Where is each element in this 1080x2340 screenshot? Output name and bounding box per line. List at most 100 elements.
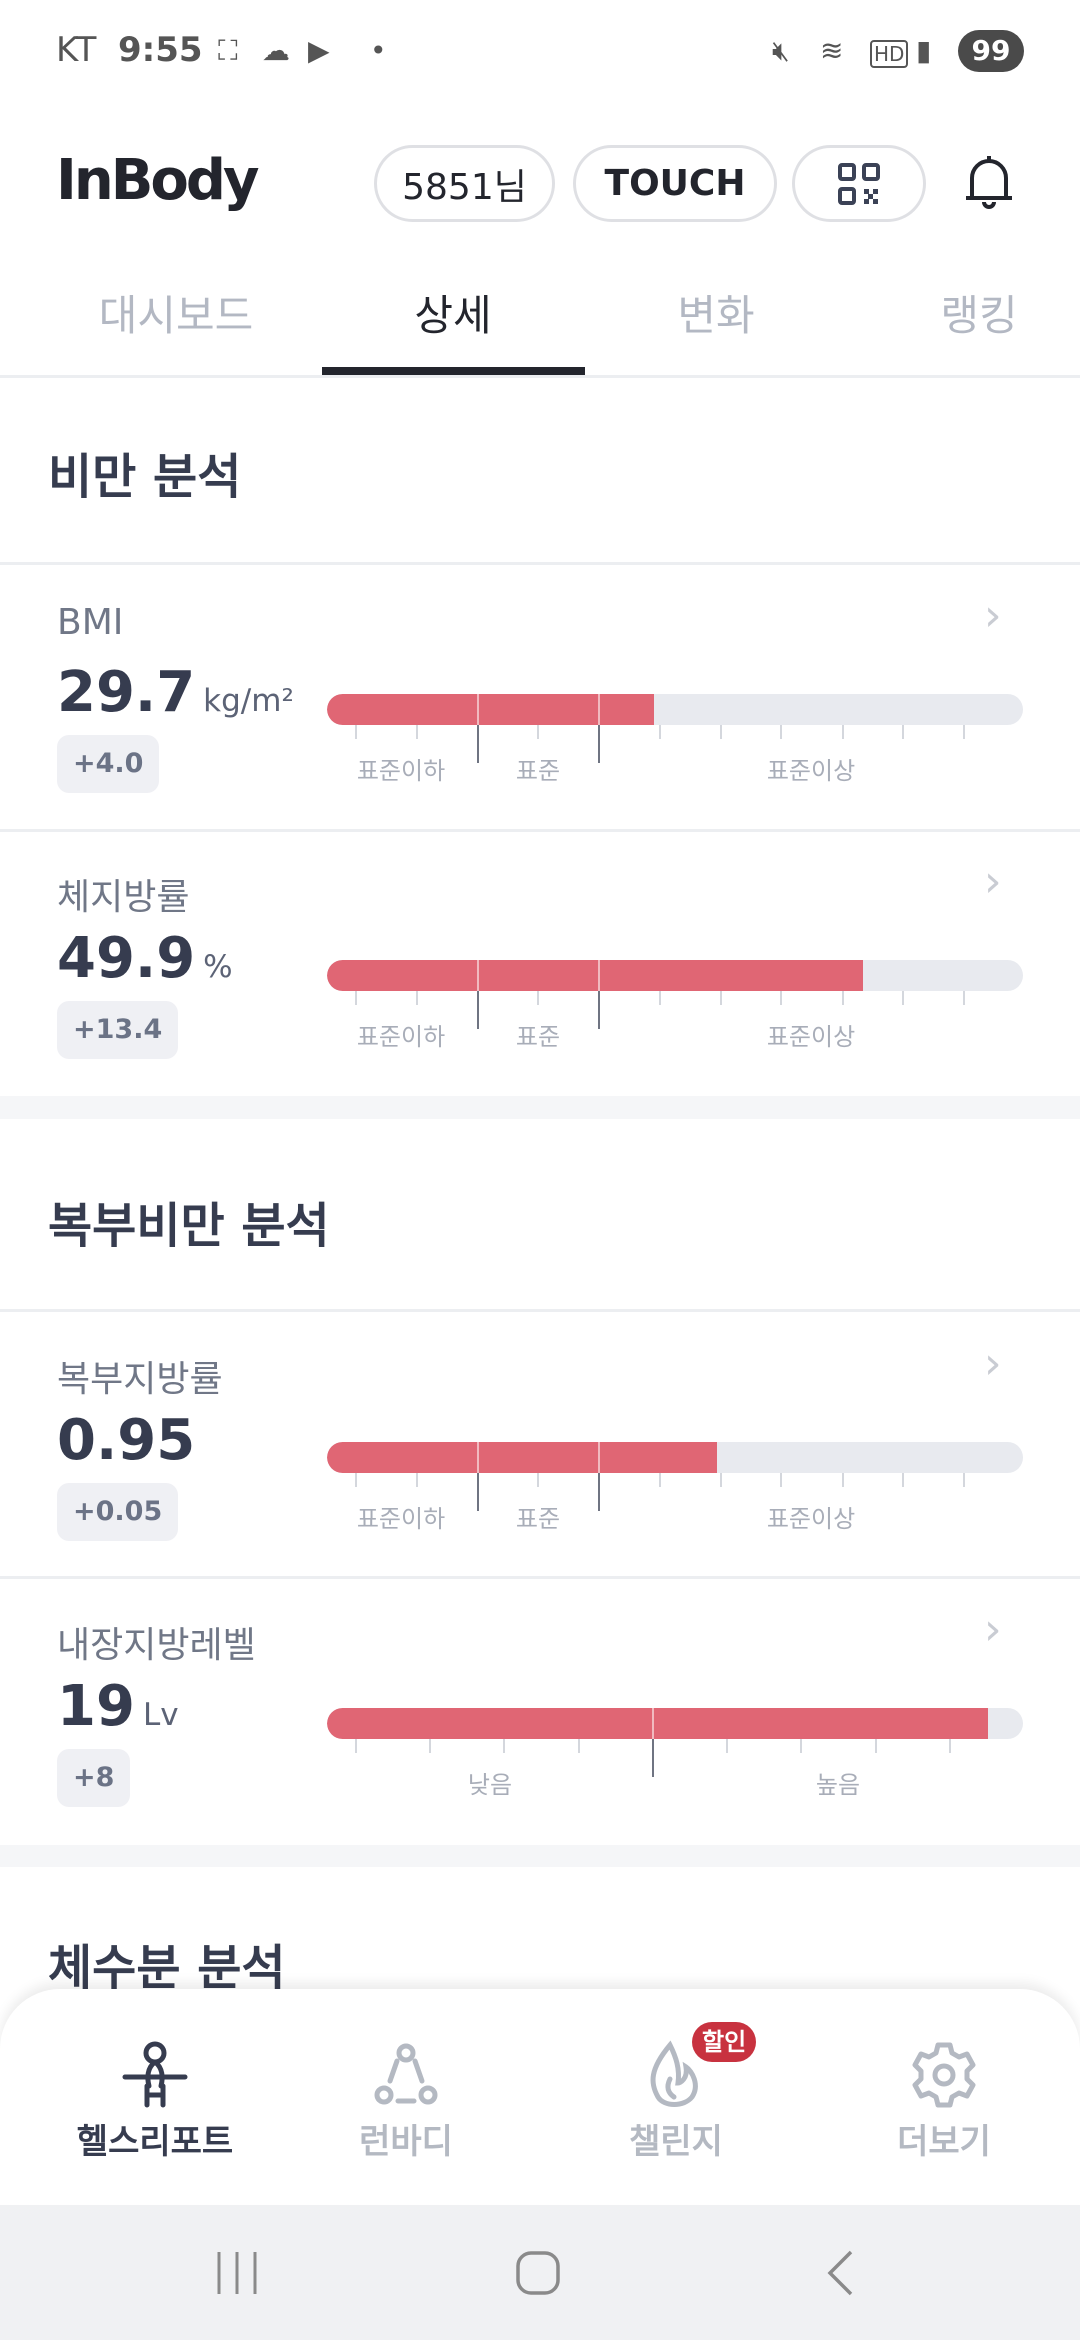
metric-value-group: 49.9%: [57, 926, 233, 991]
nav-health-report[interactable]: 헬스리포트: [55, 1989, 255, 2205]
gauge-tick: [963, 725, 965, 739]
gauge-separator: [598, 694, 600, 725]
gauge-tick: [780, 725, 782, 739]
inbody-logo: InBody: [56, 148, 259, 213]
gauge-tick: [726, 1739, 728, 1753]
clock: 9:55: [118, 30, 203, 70]
gauge-major-tick: [598, 725, 600, 763]
section-gap: [0, 1096, 1080, 1119]
gauge-tick: [416, 991, 418, 1005]
gauge-tick: [537, 725, 539, 739]
range-label: 표준: [515, 757, 561, 785]
range-label: 표준: [515, 1505, 561, 1533]
gauge-tick: [720, 725, 722, 739]
gauge-bar: [327, 960, 1023, 991]
chevron-right-icon[interactable]: ›: [984, 590, 1002, 641]
tab-detail[interactable]: 상세: [414, 291, 492, 340]
active-tab-indicator: [322, 367, 585, 375]
nav-runbody[interactable]: 런바디: [306, 1989, 506, 2205]
gauge-separator: [652, 1708, 654, 1739]
recent-apps-icon[interactable]: [215, 2250, 259, 2296]
home-icon[interactable]: [515, 2250, 561, 2296]
screenshot-icon: ⛶: [218, 34, 238, 67]
gear-icon: [912, 2042, 976, 2108]
gauge-fill: [327, 1708, 989, 1739]
metric-value: 29.7: [57, 660, 196, 725]
gauge-major-tick: [477, 725, 479, 763]
metric-value-group: 19 Lv: [57, 1674, 179, 1739]
qr-code-icon: [838, 162, 880, 205]
nav-label: 챌린지: [629, 2122, 723, 2162]
divider: [0, 562, 1080, 565]
mute-icon: 🔇︎: [772, 34, 790, 67]
back-icon[interactable]: [825, 2250, 855, 2296]
battery-indicator: 99: [958, 30, 1024, 72]
sale-badge: 할인: [692, 2022, 757, 2062]
section-title-abdominal: 복부비만 분석: [48, 1198, 330, 1254]
person-icon: [122, 2041, 188, 2108]
divider: [0, 829, 1080, 832]
range-label: 표준이하: [356, 1023, 446, 1051]
gauge-tick: [355, 725, 357, 739]
divider: [0, 1309, 1080, 1312]
delta-badge: +8: [57, 1749, 131, 1807]
chevron-right-icon[interactable]: ›: [984, 1338, 1002, 1389]
cloud-icon: ☁: [262, 34, 290, 67]
metric-value-group: 0.95: [57, 1408, 195, 1473]
gauge-tick: [902, 725, 904, 739]
range-label: 표준이상: [766, 757, 856, 785]
gauge-tick: [949, 1739, 951, 1753]
gauge-tick: [963, 1473, 965, 1487]
user-button[interactable]: 5851님: [374, 145, 555, 222]
gauge-bar: [327, 1708, 1023, 1739]
gauge-tick: [659, 991, 661, 1005]
qr-code-button[interactable]: [792, 145, 926, 222]
gauge-tick: [659, 1473, 661, 1487]
metric-label: 내장지방레벨: [57, 1625, 256, 1666]
tab-ranking[interactable]: 랭킹: [940, 291, 1018, 340]
bell-icon: [966, 156, 1012, 209]
delta-badge: +0.05: [57, 1483, 179, 1541]
wifi-icon: ≋: [820, 34, 844, 67]
system-nav-bar: [0, 2205, 1080, 2340]
touch-button[interactable]: TOUCH: [573, 145, 777, 222]
notification-button[interactable]: [962, 150, 1016, 218]
gauge-tick: [416, 725, 418, 739]
delta-badge: +4.0: [57, 735, 160, 793]
gauge-tick: [578, 1739, 580, 1753]
gauge-major-tick: [598, 1473, 600, 1511]
gauge-fill: [327, 1442, 717, 1473]
section-gap: [0, 1845, 1080, 1867]
nav-label: 런바디: [359, 2122, 453, 2162]
range-label: 표준이하: [356, 1505, 446, 1533]
range-label: 낮음: [467, 1771, 513, 1799]
chevron-right-icon[interactable]: ›: [984, 856, 1002, 907]
tab-change[interactable]: 변화: [677, 291, 755, 340]
gauge-separator: [477, 1442, 479, 1473]
metric-unit: %: [203, 949, 233, 985]
gauge-separator: [598, 1442, 600, 1473]
gauge-tick: [800, 1739, 802, 1753]
gauge-tick: [355, 1473, 357, 1487]
gauge-tick: [659, 725, 661, 739]
tab-dashboard[interactable]: 대시보드: [98, 291, 254, 340]
range-label: 표준이상: [766, 1505, 856, 1533]
gauge-bar: [327, 1442, 1023, 1473]
metric-label: BMI: [57, 602, 124, 643]
gauge-major-tick: [598, 991, 600, 1029]
flame-icon: [650, 2040, 698, 2107]
gauge-fill: [327, 960, 863, 991]
metric-value: 49.9: [57, 926, 196, 991]
metric-value-group: 29.7 kg/m²: [57, 660, 294, 725]
nav-challenge[interactable]: 챌린지: [576, 1989, 776, 2205]
nav-more[interactable]: 더보기: [844, 1989, 1044, 2205]
chevron-right-icon[interactable]: ›: [984, 1604, 1002, 1655]
metric-label: 복부지방률: [57, 1359, 223, 1400]
nav-label: 더보기: [897, 2122, 991, 2162]
gauge-major-tick: [477, 1473, 479, 1511]
section-title-body-water: 체수분 분석: [48, 1940, 286, 1996]
metric-value: 19: [57, 1674, 135, 1739]
signal-icon: ▮: [916, 34, 932, 67]
gauge-major-tick: [652, 1739, 654, 1777]
gauge-tick: [963, 991, 965, 1005]
